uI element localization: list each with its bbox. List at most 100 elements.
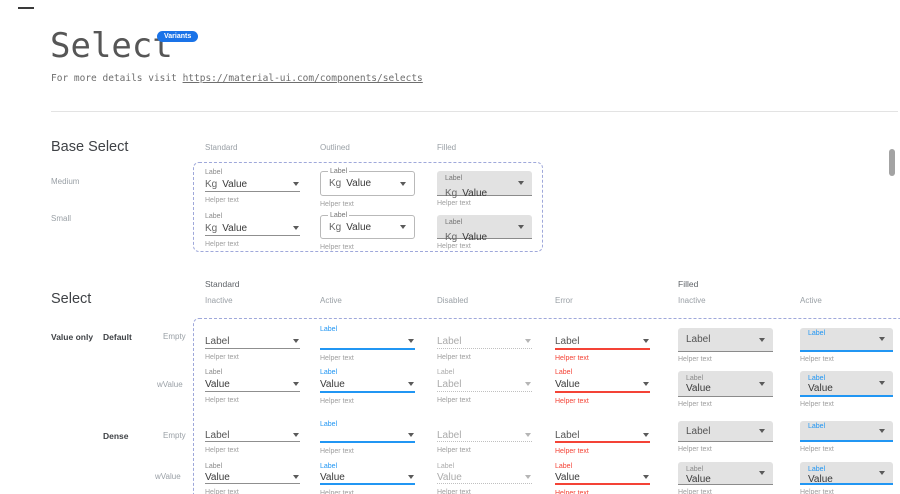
select-filled-active-wvalue[interactable]: Label Value Helper text — [800, 371, 893, 408]
helper-text: Helper text — [555, 490, 589, 494]
select-standard-disabled-empty: Label Helper text — [437, 325, 532, 361]
select-standard-dense-error-empty[interactable]: Label Helper text — [555, 420, 650, 455]
dropdown-caret-icon — [643, 433, 649, 437]
select-control[interactable]: Label Kg Value — [320, 168, 415, 196]
select-control[interactable]: Label — [678, 328, 773, 352]
select-underline — [205, 348, 300, 349]
select-filled-dense-active-empty[interactable]: Label Helper text — [800, 421, 893, 453]
base-select-heading: Base Select — [51, 139, 129, 155]
select-standard-inactive-wvalue[interactable]: Label Value Helper text — [205, 368, 300, 404]
base-select-filled-small[interactable]: Label Kg Value Helper text — [437, 215, 532, 250]
select-control[interactable] — [320, 429, 415, 441]
select-control[interactable]: Label Value — [800, 371, 893, 397]
dropdown-caret-icon — [408, 382, 414, 386]
header-divider — [51, 111, 898, 112]
select-filled-dense-inactive-empty[interactable]: Label Helper text — [678, 421, 773, 453]
select-standard-dense-active-wvalue[interactable]: Label Value Helper text — [320, 462, 415, 494]
select-control[interactable]: Label — [205, 429, 300, 441]
base-select-frame — [193, 162, 543, 252]
helper-text: Helper text — [437, 447, 471, 454]
select-control[interactable]: Value — [205, 377, 300, 391]
group-header-standard: Standard — [205, 279, 240, 289]
adornment-kg: Kg — [329, 178, 342, 189]
select-control[interactable]: Label — [555, 429, 650, 441]
select-control[interactable]: Value — [555, 377, 650, 391]
state-header-inactive: Inactive — [205, 296, 233, 305]
select-standard-dense-inactive-wvalue[interactable]: Label Value Helper text — [205, 462, 300, 494]
select-control[interactable]: Kg Value — [205, 221, 300, 235]
select-filled-inactive-empty[interactable]: Label Helper text — [678, 328, 773, 363]
floating-label: Label — [445, 175, 463, 182]
select-underline — [320, 348, 415, 350]
select-control[interactable]: Label Value — [800, 462, 893, 485]
select-standard-inactive-empty[interactable]: Label Helper text — [205, 325, 300, 361]
select-value: Value — [320, 471, 345, 483]
floating-label: Label — [205, 463, 223, 470]
select-filled-inactive-wvalue[interactable]: Label Value Helper text — [678, 371, 773, 408]
dropdown-caret-icon — [525, 433, 531, 437]
base-select-outlined-medium[interactable]: Label Kg Value Helper text — [320, 168, 415, 208]
select-control[interactable]: Label — [800, 421, 893, 442]
select-standard-active-empty[interactable]: Label Helper text — [320, 325, 415, 362]
select-control[interactable]: Label Value — [678, 371, 773, 397]
select-value: Value — [686, 474, 711, 485]
select-control[interactable]: Label — [555, 334, 650, 348]
base-select-standard-medium[interactable]: Label Kg Value Helper text — [205, 168, 300, 204]
select-standard-error-empty[interactable]: Label Helper text — [555, 325, 650, 362]
select-standard-dense-active-empty[interactable]: Label Helper text — [320, 420, 415, 455]
select-value: Value — [222, 178, 248, 190]
select-control[interactable]: Value — [320, 377, 415, 391]
select-filled-dense-inactive-wvalue[interactable]: Label Value Helper text — [678, 462, 773, 494]
base-select-standard-small[interactable]: Label Kg Value Helper text — [205, 212, 300, 248]
floating-label: Label — [328, 212, 350, 220]
select-control[interactable]: Label Kg Value — [437, 215, 532, 243]
select-control[interactable]: Label Kg Value — [437, 171, 532, 199]
select-underline — [437, 391, 532, 392]
select-underline — [205, 483, 300, 484]
group-header-filled: Filled — [678, 279, 699, 289]
select-underline — [320, 391, 415, 393]
select-standard-active-wvalue[interactable]: Label Value Helper text — [320, 368, 415, 405]
select-control[interactable]: Label Value — [678, 462, 773, 485]
dropdown-caret-icon — [879, 381, 885, 385]
select-standard-dense-inactive-empty[interactable]: Label Helper text — [205, 420, 300, 454]
select-control[interactable]: Value — [555, 471, 650, 483]
dropdown-caret-icon — [408, 433, 414, 437]
helper-text: Helper text — [320, 355, 354, 362]
select-control[interactable]: Kg Value — [205, 177, 300, 191]
material-ui-link[interactable]: https://material-ui.com/components/selec… — [182, 73, 423, 84]
select-filled-dense-active-wvalue[interactable]: Label Value Helper text — [800, 462, 893, 494]
select-control[interactable]: Value — [205, 471, 300, 483]
select-control[interactable]: Label — [678, 421, 773, 442]
select-control[interactable] — [320, 334, 415, 348]
select-underline — [205, 391, 300, 392]
helper-text: Helper text — [437, 397, 471, 404]
dropdown-caret-icon — [518, 181, 524, 185]
base-select-filled-medium[interactable]: Label Kg Value Helper text — [437, 171, 532, 207]
row-label-medium: Medium — [51, 177, 80, 186]
select-standard-dense-error-wvalue[interactable]: Label Value Helper text — [555, 462, 650, 494]
select-value: Label — [437, 429, 462, 441]
select-control[interactable]: Label — [205, 334, 300, 348]
dropdown-caret-icon — [759, 471, 765, 475]
select-value: Value — [320, 378, 345, 390]
select-filled-active-empty[interactable]: Label Helper text — [800, 328, 893, 363]
select-value: Value — [437, 471, 462, 483]
select-underline — [437, 483, 532, 484]
select-value: Value — [222, 222, 248, 234]
dropdown-caret-icon — [293, 475, 299, 479]
select-control[interactable]: Value — [320, 471, 415, 483]
variants-badge[interactable]: Variants — [157, 31, 199, 42]
select-control[interactable]: Label — [800, 328, 893, 352]
state-header-active: Active — [320, 296, 342, 305]
select-value: Label — [205, 335, 230, 347]
dropdown-caret-icon — [643, 339, 649, 343]
select-control: Label — [437, 429, 532, 441]
vertical-scrollbar-thumb[interactable] — [889, 149, 895, 176]
select-value: Label — [437, 378, 462, 390]
select-control[interactable]: Label Kg Value — [320, 212, 415, 239]
select-value: Label — [205, 429, 230, 441]
state-header-disabled: Disabled — [437, 296, 469, 305]
base-select-outlined-small[interactable]: Label Kg Value Helper text — [320, 212, 415, 251]
select-standard-error-wvalue[interactable]: Label Value Helper text — [555, 368, 650, 405]
